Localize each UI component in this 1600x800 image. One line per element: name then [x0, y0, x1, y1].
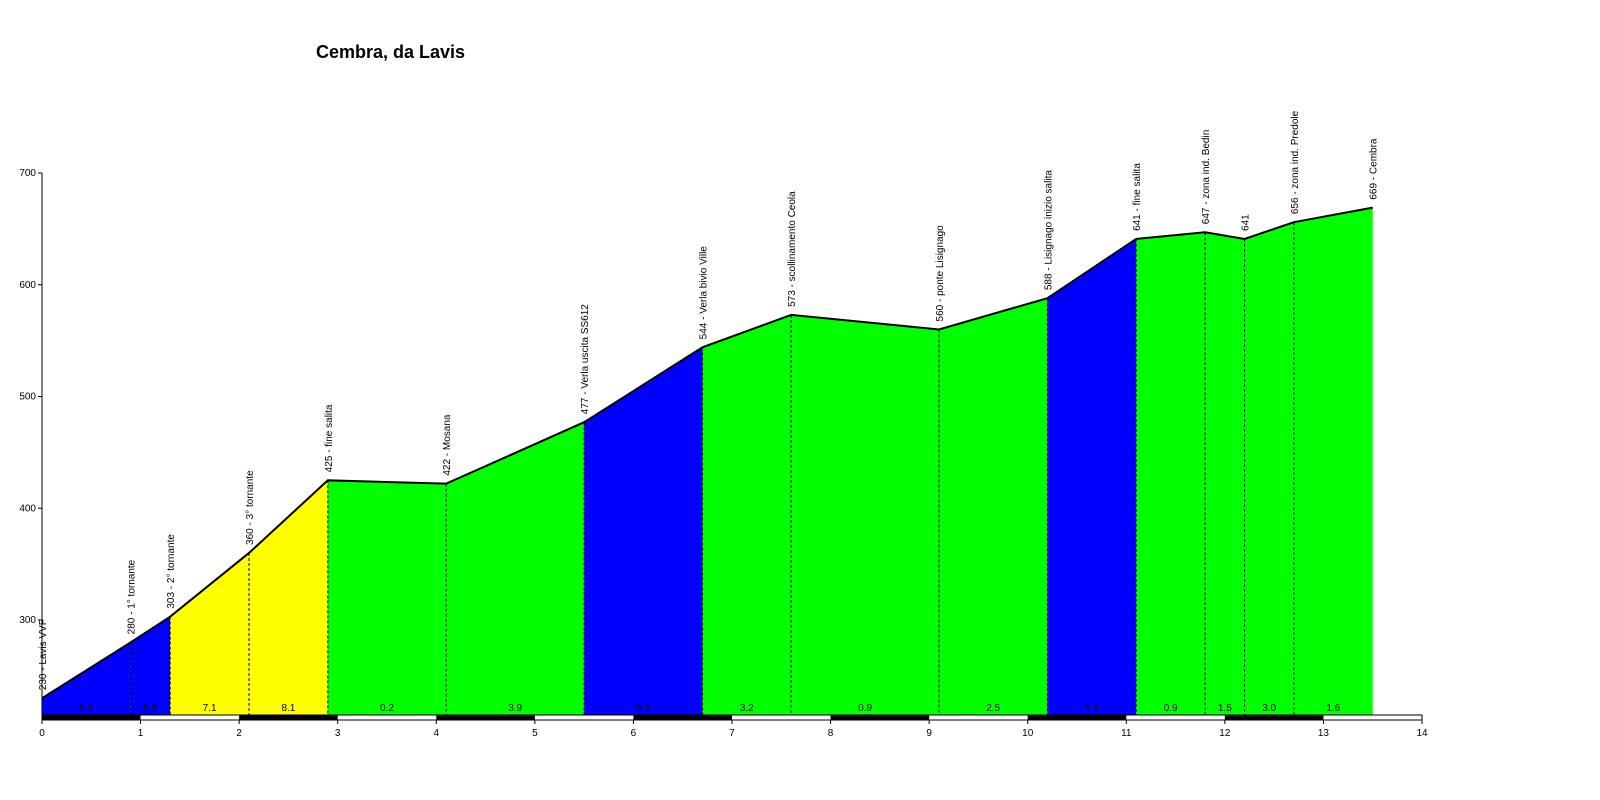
gradient-label: 5.9 — [1085, 703, 1099, 714]
segment-fill-0 — [42, 642, 131, 715]
gradient-label: 7.1 — [203, 703, 217, 714]
x-tick-label: 4 — [434, 728, 440, 739]
waypoint-label: 280 - 1° tornante — [127, 559, 138, 634]
segment-fill-13 — [1244, 222, 1294, 715]
gradient-label: 0.2 — [380, 703, 394, 714]
x-axis-bar-block — [1027, 715, 1127, 720]
x-tick-label: 9 — [926, 728, 932, 739]
gradient-label: 5.6 — [79, 703, 93, 714]
segment-fill-5 — [446, 422, 585, 715]
gradient-label: 5.8 — [143, 703, 157, 714]
segment-fill-1 — [130, 616, 171, 715]
x-axis-bar-block — [830, 715, 930, 720]
waypoint-label: 669 - Cembra — [1369, 138, 1380, 200]
gradient-label: 3.9 — [508, 703, 522, 714]
x-axis-bar-block — [436, 715, 535, 720]
y-tick-label: 400 — [19, 503, 36, 514]
gradient-label: 0.9 — [1164, 703, 1178, 714]
waypoint-label: 641 - fine salita — [1132, 163, 1143, 231]
x-tick-label: 13 — [1318, 728, 1330, 739]
y-tick-label: 300 — [19, 615, 36, 626]
waypoint-label: 588 - Lisignago inizio salita — [1043, 170, 1054, 291]
x-tick-label: 6 — [631, 728, 637, 739]
waypoint-label: 647 - zona ind. Bedin — [1201, 130, 1212, 225]
segment-fill-4 — [327, 480, 447, 715]
x-tick-label: 0 — [39, 728, 45, 739]
gradient-label: 2.5 — [986, 703, 1000, 714]
waypoint-labels: 230 - Lavis VVF 280 - 1° tornante 303 - 2°… — [38, 110, 1380, 690]
x-axis-bar-block — [239, 715, 338, 720]
gradient-label: 1.6 — [1326, 703, 1340, 714]
x-axis: 0 1 2 3 4 5 6 7 8 9 10 11 12 13 14 — [39, 714, 1428, 739]
x-tick-label: 2 — [236, 728, 242, 739]
chart-title: Cembra, da Lavis — [316, 42, 465, 62]
x-tick-label: 11 — [1121, 728, 1132, 739]
x-tick-label: 7 — [729, 728, 735, 739]
gradient-label: 5.6 — [636, 703, 650, 714]
waypoint-label: 360 - 3° tornante — [245, 470, 256, 545]
segment-fill-9 — [939, 298, 1048, 715]
y-tick-label: 600 — [19, 280, 36, 291]
gradient-label: 3.2 — [740, 703, 754, 714]
gradient-labels: 5.6 5.8 7.1 8.1 0.2 3.9 5.6 3.2 0.9 2.5 5.9 0.9 1.5 3… — [79, 703, 1340, 714]
waypoint-markers — [130, 222, 1295, 715]
x-tick-label: 12 — [1219, 728, 1231, 739]
segment-fills — [42, 207, 1373, 715]
waypoint-label: 230 - Lavis VVF — [38, 619, 49, 690]
segment-fill-14 — [1293, 207, 1373, 715]
x-tick-label: 14 — [1416, 728, 1428, 739]
x-tick-label: 3 — [335, 728, 341, 739]
x-axis-bar-block — [1224, 715, 1324, 720]
waypoint-label: 303 - 2° tornante — [166, 534, 177, 609]
profile-line — [41, 206, 1373, 700]
waypoint-label: 573 - scollinamento Ceola — [787, 191, 798, 307]
waypoint-label: 641 — [1241, 214, 1252, 231]
segment-fill-3 — [249, 480, 328, 715]
waypoint-label: 477 - Verla uscita SS612 — [580, 304, 591, 415]
waypoint-label: 422 - Mosana — [442, 414, 453, 476]
segment-fill-7 — [702, 314, 792, 715]
gradient-label: 1.5 — [1218, 703, 1232, 714]
x-axis-bar-block — [42, 715, 141, 720]
segment-fill-10 — [1047, 238, 1137, 715]
segment-fill-8 — [791, 314, 939, 715]
x-tick-label: 8 — [828, 728, 834, 739]
waypoint-label: 544 - Verla bivio Ville — [698, 246, 709, 340]
waypoint-label: 656 - zona ind. Predole — [1290, 110, 1301, 214]
segment-fill-6 — [584, 347, 703, 715]
waypoint-label: 425 - fine salita — [324, 404, 335, 472]
gradient-label: 3.0 — [1262, 703, 1276, 714]
y-tick-label: 700 — [19, 168, 36, 179]
y-tick-label: 500 — [19, 392, 36, 403]
gradient-label: 8.1 — [281, 703, 295, 714]
waypoint-label: 560 - ponte Lisignago — [935, 225, 946, 322]
y-axis: 300 400 500 600 700 — [19, 168, 43, 715]
segment-fill-2 — [170, 552, 249, 715]
x-tick-label: 10 — [1022, 728, 1034, 739]
gradient-label: 0.9 — [858, 703, 872, 714]
x-tick-label: 1 — [138, 728, 144, 739]
segment-fill-12 — [1205, 232, 1245, 715]
segment-fill-11 — [1136, 232, 1206, 715]
x-tick-label: 5 — [532, 728, 538, 739]
x-axis-bar-block — [633, 715, 732, 720]
